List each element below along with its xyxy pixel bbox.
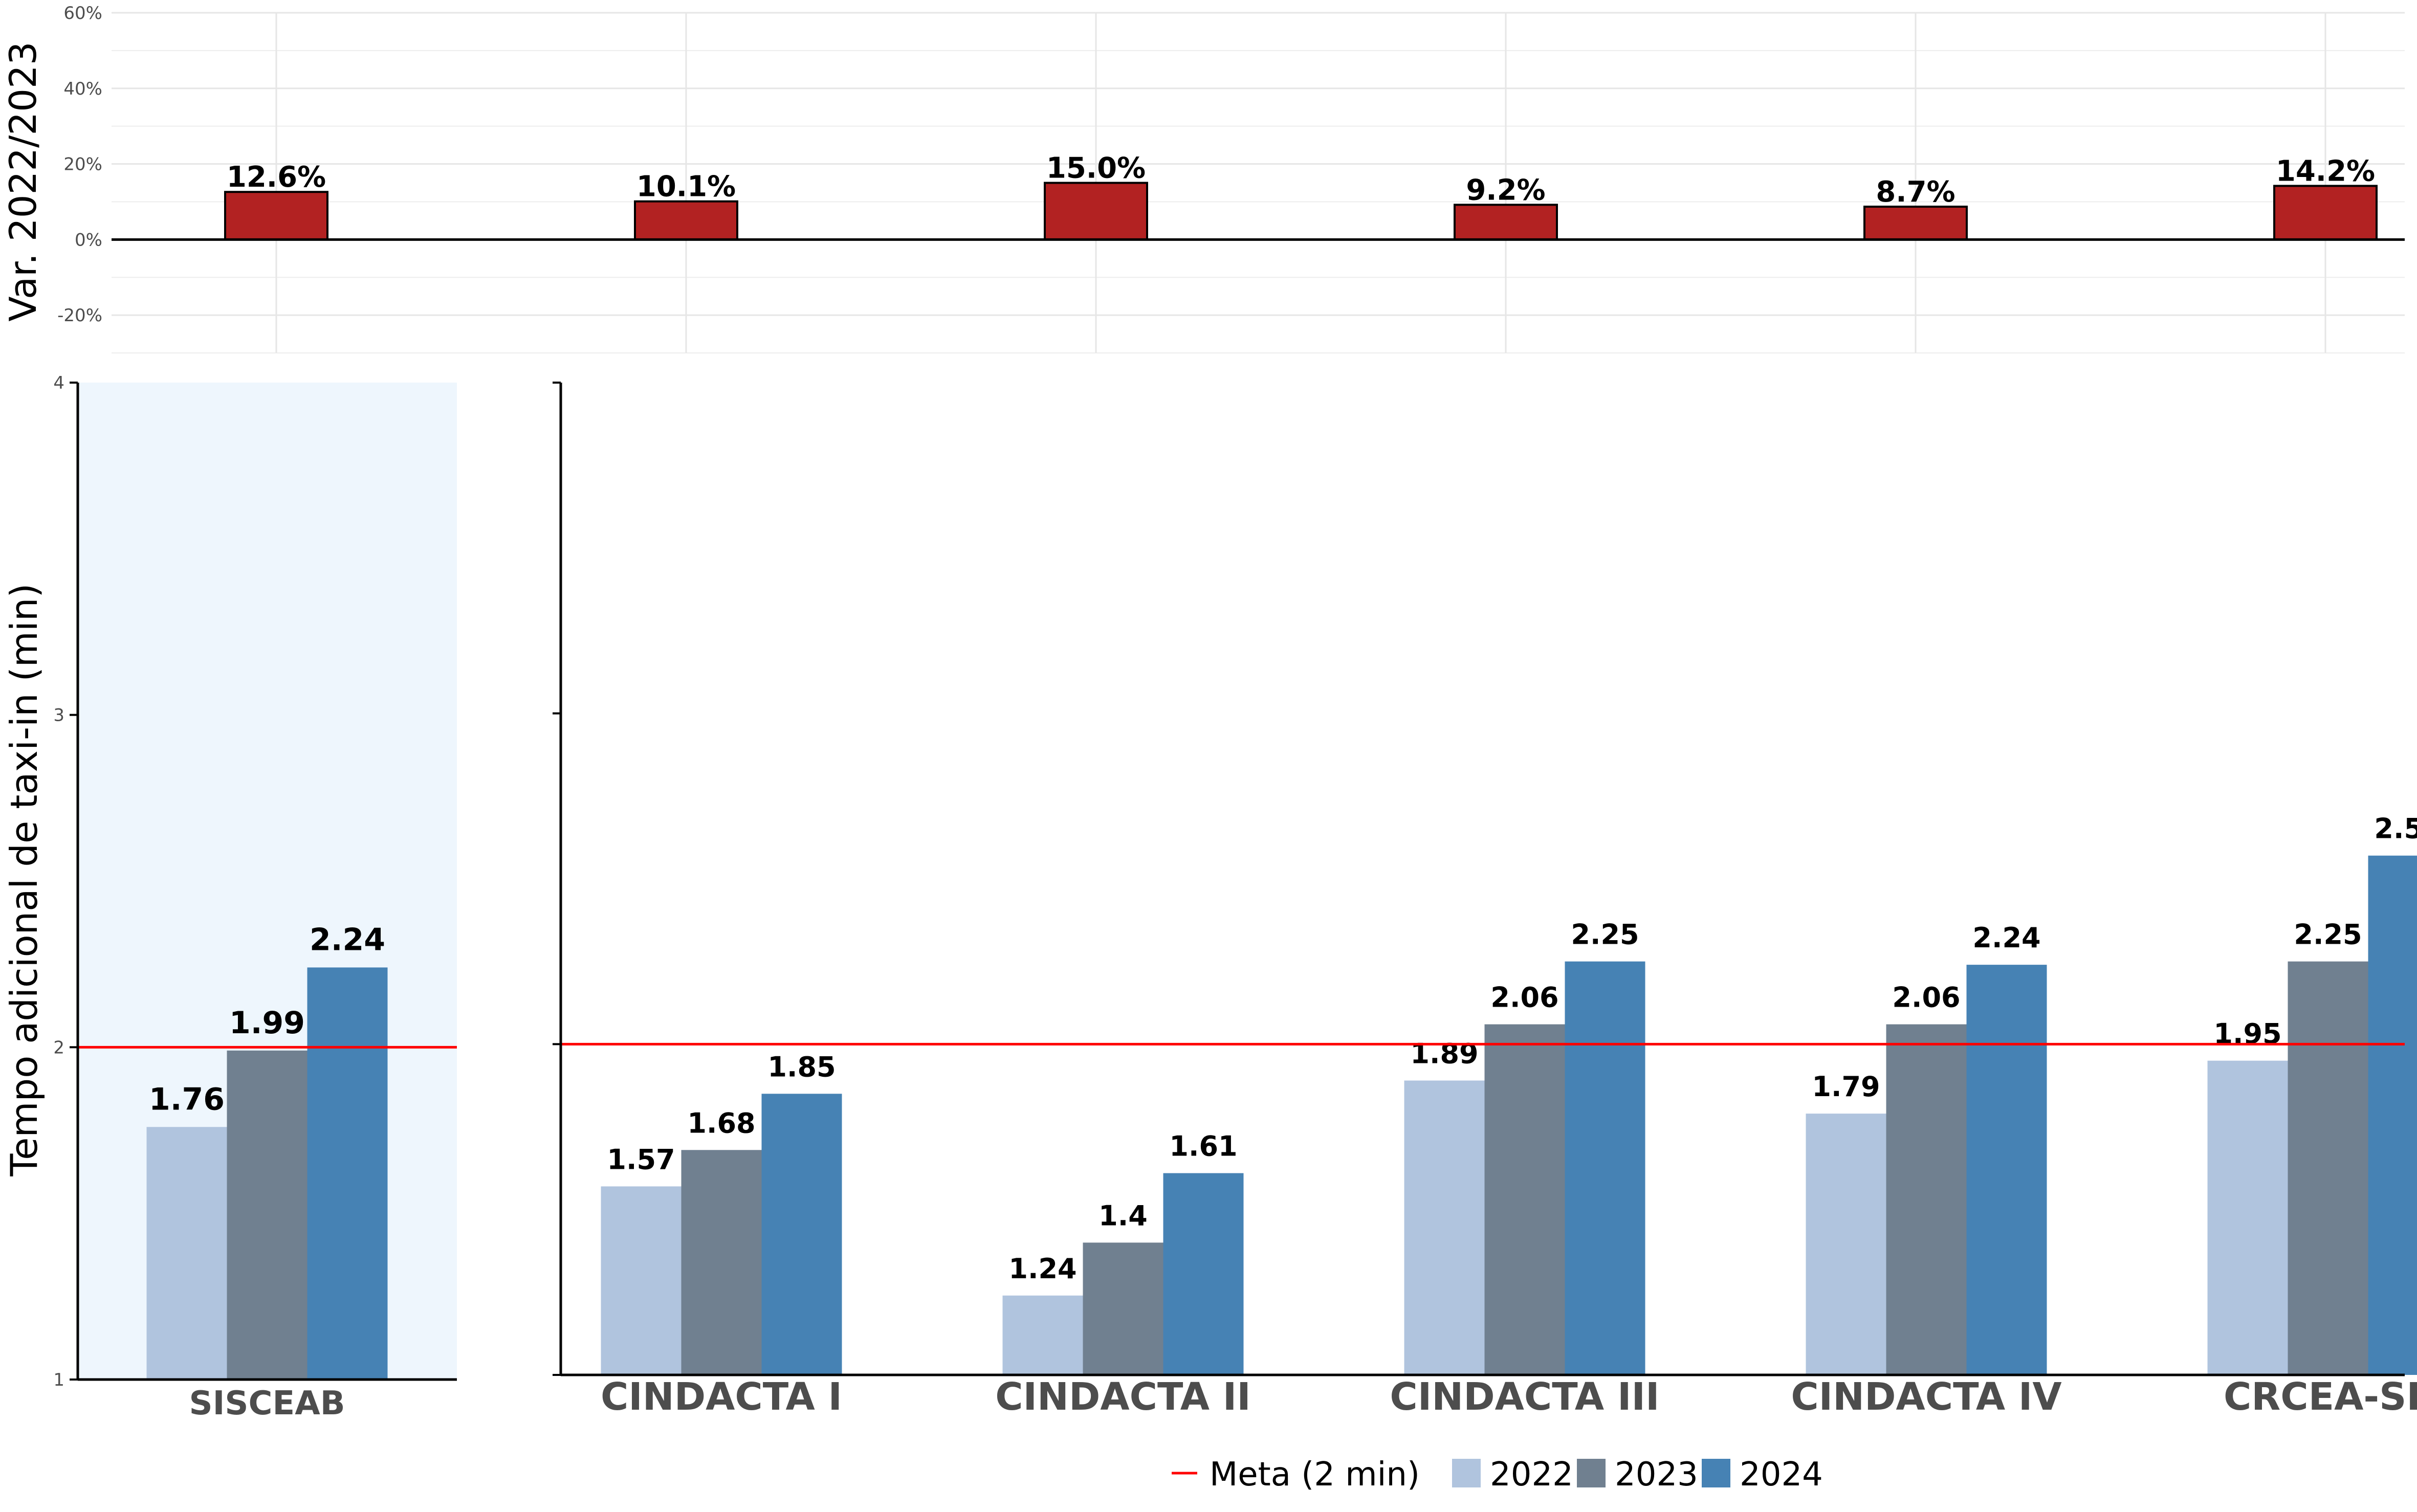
y-tick-label: -20% bbox=[57, 305, 102, 326]
legend-swatch-2023 bbox=[1577, 1459, 1606, 1487]
bar-value-label: 1.89 bbox=[1410, 1037, 1478, 1070]
legend-label: 2024 bbox=[1740, 1456, 1823, 1494]
bar-cindacta-ii-2023 bbox=[1083, 1242, 1163, 1375]
variation-value-label: 15.0% bbox=[1046, 152, 1146, 185]
legend-label: Meta (2 min) bbox=[1210, 1456, 1420, 1494]
bar-cindacta-iii-2024 bbox=[1565, 962, 1645, 1375]
bar-value-label: 2.57 bbox=[2374, 813, 2417, 845]
bar-value-label: 2.25 bbox=[2294, 919, 2362, 951]
legend-label: 2022 bbox=[1490, 1456, 1573, 1494]
variation-value-label: 8.7% bbox=[1876, 175, 1955, 209]
y-tick-label: 40% bbox=[63, 79, 102, 99]
bar-value-label: 2.06 bbox=[1892, 982, 1960, 1014]
bar-cindacta-iii-2022 bbox=[1404, 1080, 1485, 1375]
bar-cindacta-iv-2023 bbox=[1886, 1025, 1967, 1375]
y-tick-label: 1 bbox=[53, 1370, 64, 1390]
bar-value-label: 1.24 bbox=[1008, 1253, 1076, 1285]
regional-panel: 1.57 1.68 1.85 CINDACTA I 1.24 1.4 1.61 CINDACT… bbox=[553, 383, 2417, 1419]
variation-bar-crcea-se bbox=[2274, 186, 2377, 239]
variation-bar-cindacta-i bbox=[635, 202, 737, 240]
taxi-in-axis-label: Tempo adicional de taxi-in (min) bbox=[3, 583, 46, 1176]
y-tick-label: 60% bbox=[63, 3, 102, 24]
bar-sisceab-2022 bbox=[147, 1127, 227, 1380]
bar-value-label: 1.99 bbox=[229, 1005, 305, 1041]
category-label-cindacta-i: CINDACTA I bbox=[601, 1375, 842, 1419]
legend-swatch-2022 bbox=[1452, 1459, 1481, 1487]
category-label-crcea-se: CRCEA-SE bbox=[2224, 1375, 2417, 1419]
variation-bar-sisceab bbox=[225, 192, 327, 239]
bar-cindacta-iv-2024 bbox=[1967, 965, 2047, 1375]
variation-value-label: 10.1% bbox=[636, 170, 736, 204]
bar-sisceab-2023 bbox=[227, 1051, 307, 1380]
sisceab-panel: 1 2 3 4 1.76 1.99 2.24 SISCEAB bbox=[53, 373, 457, 1422]
variation-bar-cindacta-iii bbox=[1455, 205, 1557, 239]
legend-swatch-2024 bbox=[1702, 1459, 1730, 1487]
bar-cindacta-i-2024 bbox=[762, 1094, 842, 1375]
bar-cindacta-ii-2022 bbox=[1003, 1296, 1083, 1375]
variation-axis-label: Var. 2022/2023 bbox=[2, 41, 45, 321]
variation-value-label: 9.2% bbox=[1466, 173, 1545, 207]
variation-bar-cindacta-ii bbox=[1045, 183, 1147, 240]
category-label-cindacta-iv: CINDACTA IV bbox=[1791, 1375, 2061, 1419]
y-tick-label: 2 bbox=[53, 1037, 64, 1058]
category-label-cindacta-ii: CINDACTA II bbox=[995, 1375, 1251, 1419]
bar-value-label: 1.79 bbox=[1812, 1071, 1880, 1103]
bar-cindacta-i-2023 bbox=[682, 1150, 762, 1375]
variation-bar-cindacta-iv bbox=[1864, 207, 1967, 239]
bar-value-label: 1.4 bbox=[1098, 1199, 1148, 1232]
bar-value-label: 2.24 bbox=[1972, 922, 2040, 954]
bar-sisceab-2024 bbox=[307, 967, 388, 1380]
bar-value-label: 1.85 bbox=[767, 1051, 836, 1083]
bar-crcea-se-2022 bbox=[2208, 1061, 2288, 1375]
y-tick-label: 0% bbox=[75, 230, 102, 250]
variation-value-label: 14.2% bbox=[2276, 154, 2375, 188]
legend-label: 2023 bbox=[1615, 1456, 1698, 1494]
y-tick-label: 4 bbox=[53, 373, 64, 393]
category-label-cindacta-iii: CINDACTA III bbox=[1390, 1375, 1659, 1419]
bar-cindacta-i-2022 bbox=[601, 1186, 682, 1375]
bar-value-label: 1.76 bbox=[149, 1081, 225, 1117]
bar-value-label: 2.06 bbox=[1490, 982, 1558, 1014]
bar-value-label: 1.57 bbox=[607, 1143, 675, 1175]
variation-value-label: 12.6% bbox=[227, 161, 326, 194]
bar-value-label: 1.68 bbox=[687, 1107, 755, 1139]
y-tick-label: 20% bbox=[63, 154, 102, 175]
legend: Meta (2 min) 2022 2023 2024 bbox=[1172, 1456, 1823, 1494]
y-tick-label: 3 bbox=[53, 705, 64, 726]
variation-panel: -20% 0% 20% 40% 60% 12.6% 10.1% 15.0% 9.2% 8.7% 14… bbox=[57, 3, 2405, 353]
category-label-sisceab: SISCEAB bbox=[189, 1385, 345, 1422]
bar-cindacta-iv-2022 bbox=[1806, 1114, 1886, 1375]
bar-value-label: 2.24 bbox=[310, 922, 385, 958]
bar-value-label: 1.61 bbox=[1169, 1130, 1237, 1163]
bar-crcea-se-2023 bbox=[2288, 962, 2368, 1375]
bar-cindacta-iii-2023 bbox=[1485, 1025, 1565, 1375]
bar-cindacta-ii-2024 bbox=[1163, 1173, 1244, 1375]
bar-crcea-se-2024 bbox=[2368, 856, 2417, 1375]
bar-value-label: 2.25 bbox=[1571, 919, 1639, 951]
